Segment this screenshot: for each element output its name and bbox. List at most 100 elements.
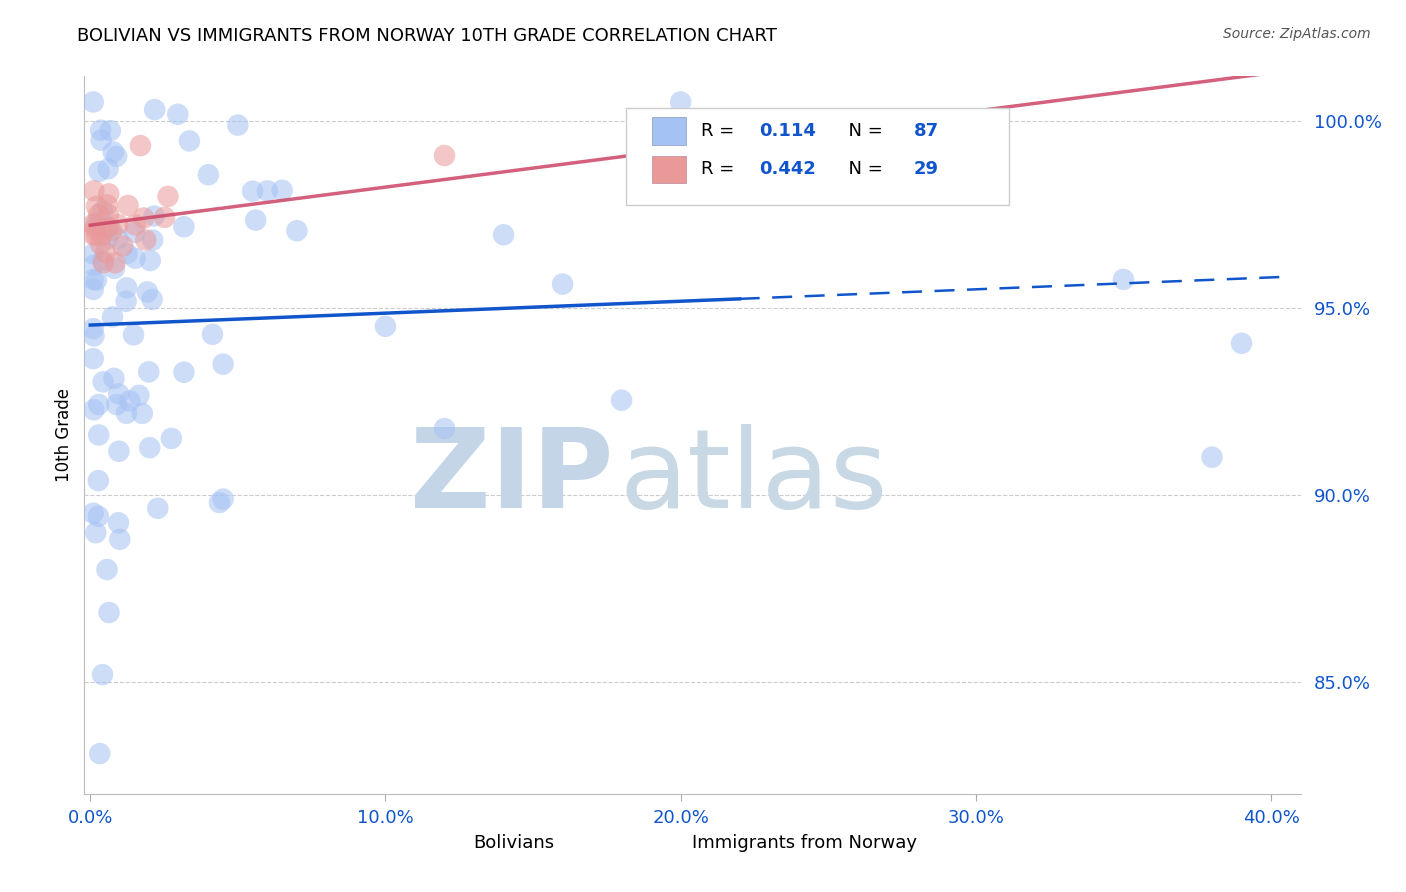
Text: R =: R = (702, 161, 740, 178)
Point (82, 506, 104, 520)
Point (1201, 450, 1223, 465)
Point (122, 327, 145, 342)
Point (197, 168, 219, 182)
Point (129, 138, 152, 153)
Point (139, 253, 162, 268)
Point (156, 189, 179, 203)
Text: 87: 87 (914, 122, 939, 140)
Point (84, 221, 107, 235)
Point (86, 228, 108, 243)
Point (86, 199, 108, 213)
Point (91, 667, 114, 681)
Bar (652, 118, 686, 145)
Point (107, 387, 129, 401)
Point (91, 227, 114, 242)
Point (212, 491, 235, 506)
Point (100, 223, 122, 237)
Bar (652, 155, 686, 183)
Point (103, 261, 125, 276)
Point (82, 217, 104, 231)
Point (108, 533, 131, 547)
Point (82, 272, 104, 286)
Point (82, 247, 104, 261)
Point (728, 149, 751, 163)
Bar (650, 830, 683, 855)
Point (160, 431, 183, 445)
Point (141, 293, 163, 307)
Point (83, 184, 105, 198)
Point (173, 365, 195, 379)
Point (87, 474, 110, 488)
Point (97, 208, 120, 222)
Point (118, 394, 141, 409)
Point (143, 209, 166, 223)
Point (97, 220, 120, 235)
Point (669, 95, 692, 109)
Point (135, 233, 157, 247)
Point (201, 327, 224, 342)
Point (142, 233, 165, 247)
Point (136, 285, 159, 299)
Text: Bolivians: Bolivians (474, 834, 554, 852)
Point (115, 281, 138, 295)
Point (124, 226, 146, 240)
Point (93, 256, 115, 270)
Point (82, 227, 104, 242)
Point (128, 388, 150, 402)
Point (87, 397, 110, 411)
Bar (432, 830, 465, 855)
Point (101, 310, 124, 324)
Point (124, 251, 146, 265)
Point (89, 237, 111, 252)
Point (96, 198, 118, 212)
Point (82, 321, 104, 335)
Point (98, 606, 121, 620)
Point (610, 393, 633, 408)
Point (208, 495, 231, 509)
Point (98, 123, 121, 137)
Point (97, 161, 120, 176)
Point (492, 227, 515, 242)
Y-axis label: 10th Grade: 10th Grade (55, 388, 73, 482)
Point (89, 747, 111, 761)
Point (94, 245, 117, 260)
Point (212, 357, 235, 371)
Point (138, 365, 160, 379)
Point (84, 525, 107, 540)
Point (97, 186, 120, 201)
Point (179, 134, 201, 148)
Point (132, 211, 155, 225)
Point (242, 184, 264, 198)
Point (87, 428, 110, 442)
FancyBboxPatch shape (626, 108, 1008, 205)
Point (107, 218, 129, 232)
Point (111, 239, 134, 253)
Point (846, 134, 869, 148)
Text: N =: N = (837, 122, 889, 140)
Text: BOLIVIAN VS IMMIGRANTS FROM NORWAY 10TH GRADE CORRELATION CHART: BOLIVIAN VS IMMIGRANTS FROM NORWAY 10TH … (77, 27, 778, 45)
Point (83, 402, 105, 417)
Point (245, 213, 267, 227)
Point (86, 216, 108, 230)
Point (107, 516, 129, 530)
Point (153, 211, 176, 225)
Point (103, 145, 125, 159)
Point (115, 246, 138, 260)
Point (1230, 336, 1253, 351)
Text: Source: ZipAtlas.com: Source: ZipAtlas.com (1223, 27, 1371, 41)
Point (105, 149, 128, 163)
Point (374, 319, 396, 334)
Text: R =: R = (702, 122, 740, 140)
Point (107, 232, 129, 246)
Point (82, 351, 104, 366)
Point (433, 148, 456, 162)
Point (96, 563, 118, 577)
Point (1112, 272, 1135, 286)
Point (124, 218, 146, 232)
Point (551, 277, 574, 291)
Point (433, 422, 456, 436)
Point (103, 371, 125, 385)
Point (117, 198, 139, 212)
Point (146, 501, 169, 516)
Point (115, 294, 138, 309)
